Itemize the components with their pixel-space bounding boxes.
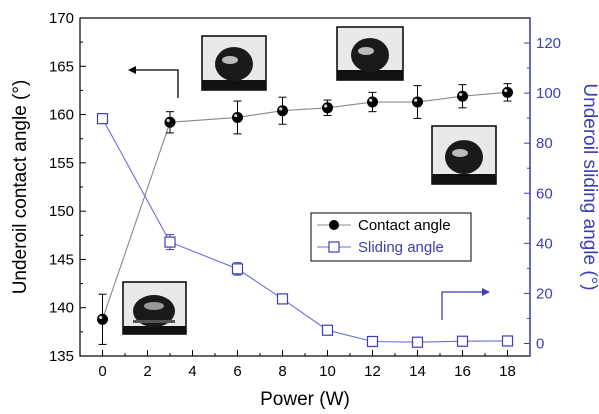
- left-axis-ticks: 135 140 145 150 155 160 165 170: [49, 10, 86, 365]
- left-tick-label: 155: [49, 155, 74, 172]
- series-layer: [96, 83, 514, 348]
- right-tick-label: 120: [536, 35, 561, 52]
- x-tick-label: 12: [364, 363, 381, 380]
- left-tick-label: 140: [49, 300, 74, 317]
- left-tick-label: 135: [49, 348, 74, 365]
- left-axis-arrow: [128, 66, 179, 98]
- right-tick-label: 60: [536, 185, 553, 202]
- x-tick-label: 2: [143, 363, 151, 380]
- contact-angle-point-highlight: [99, 315, 103, 320]
- x-axis-title: Power (W): [260, 389, 350, 410]
- contact-angle-point: [502, 86, 513, 98]
- sliding-angle-point: [231, 263, 244, 275]
- left-tick-label: 145: [49, 251, 74, 268]
- right-tick-label: 100: [536, 85, 561, 102]
- right-tick-label: 0: [536, 335, 544, 352]
- right-tick-label: 80: [536, 135, 553, 152]
- contact-angle-point: [97, 313, 108, 325]
- contact-angle-point-highlight: [369, 98, 373, 102]
- sliding-angle-point: [456, 335, 469, 347]
- contact-angle-point: [164, 116, 176, 128]
- contact-angle-point: [367, 96, 378, 108]
- sliding-angle-point: [96, 113, 109, 125]
- contact-angle-point-highlight: [166, 118, 170, 123]
- left-tick-label: 160: [49, 107, 74, 124]
- sliding-angle-point: [164, 236, 176, 248]
- left-axis-title: Underoil contact angle (°): [10, 80, 31, 295]
- contact-angle-point: [322, 102, 333, 114]
- x-tick-label: 18: [499, 363, 516, 380]
- right-axis-title: Underoil sliding angle (°): [579, 83, 599, 290]
- sliding-angle-point: [276, 293, 289, 305]
- contact-angle-point: [277, 105, 288, 117]
- contact-angle-point-highlight: [459, 92, 463, 97]
- x-axis-ticks: 0 2 4 6 8 10 12 14 16 18: [98, 350, 516, 380]
- sliding-angle-point: [321, 324, 334, 336]
- contact-angle-point-highlight: [414, 98, 418, 102]
- right-tick-label: 20: [536, 285, 553, 302]
- x-tick-label: 0: [98, 363, 106, 380]
- right-axis-arrow: [441, 288, 490, 320]
- droplet-inset-contact-3w: [201, 35, 267, 91]
- contact-angle-point-highlight: [234, 114, 238, 118]
- sliding-angle-point: [366, 335, 379, 348]
- legend-marker-contact: [329, 220, 339, 230]
- contact-angle-point: [457, 90, 468, 102]
- legend-label-contact: Contact angle: [358, 217, 451, 234]
- x-tick-label: 4: [188, 363, 196, 380]
- sliding-angle-point: [501, 335, 514, 347]
- x-tick-label: 6: [233, 363, 241, 380]
- x-tick-label: 10: [319, 363, 336, 380]
- droplet-inset-sliding-18w: [431, 125, 497, 185]
- contact-angle-point-highlight: [279, 107, 283, 111]
- sliding-angle-point: [411, 336, 424, 348]
- legend-marker-sliding: [328, 241, 340, 253]
- left-tick-label: 170: [49, 10, 74, 27]
- left-tick-label: 150: [49, 203, 74, 220]
- droplet-inset-contact-0w: [122, 281, 187, 335]
- right-axis-ticks: 0 20 40 60 80 100 120: [524, 35, 561, 352]
- contact-angle-point: [412, 96, 423, 108]
- legend-label-sliding: Sliding angle: [358, 239, 444, 256]
- x-tick-label: 16: [454, 363, 471, 380]
- legend: Contact angle Sliding angle: [310, 212, 472, 262]
- contact-angle-point-highlight: [504, 88, 508, 93]
- x-tick-label: 14: [409, 363, 426, 380]
- left-tick-label: 165: [49, 58, 74, 75]
- contact-angle-point-highlight: [324, 104, 328, 108]
- x-tick-label: 8: [278, 363, 286, 380]
- right-tick-label: 40: [536, 235, 553, 252]
- droplet-inset-contact-12w: [336, 26, 404, 81]
- contact-angle-point: [232, 111, 243, 123]
